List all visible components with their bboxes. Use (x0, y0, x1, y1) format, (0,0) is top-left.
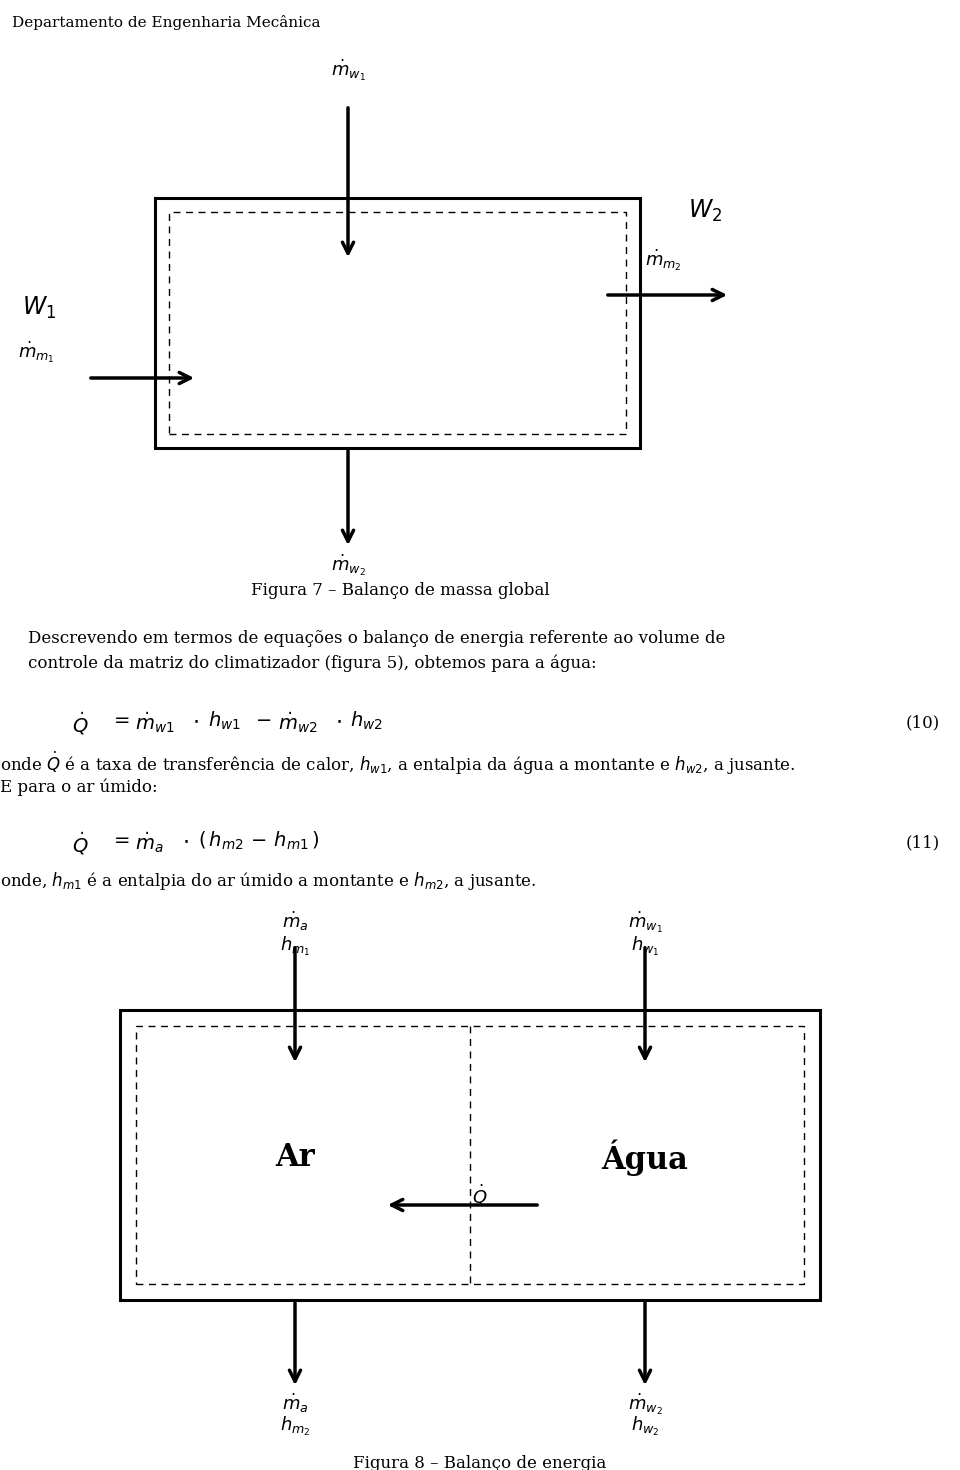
Text: (11): (11) (905, 833, 940, 851)
Text: $\dot{m}_{a}$: $\dot{m}_{a}$ (281, 910, 308, 933)
Bar (155, 198, 640, 448)
Text: onde $\dot{Q}$ é a taxa de transferência de calor, $h_{w1}$, a entalpia da água : onde $\dot{Q}$ é a taxa de transferência… (0, 750, 796, 778)
Text: $W_1$: $W_1$ (22, 295, 57, 322)
Text: $h_{m_2}$: $h_{m_2}$ (279, 1416, 310, 1438)
Text: $\dot{m}_{w1}$: $\dot{m}_{w1}$ (135, 710, 175, 735)
Text: E para o ar úmido:: E para o ar úmido: (0, 778, 157, 795)
Text: $\dot{m}_{w_1}$: $\dot{m}_{w_1}$ (330, 57, 366, 84)
Text: $\dot{m}_{m_2}$: $\dot{m}_{m_2}$ (645, 248, 682, 273)
Text: Água: Água (602, 1139, 688, 1176)
Text: $h_{w1}$: $h_{w1}$ (208, 710, 241, 732)
Text: $h_{m_1}$: $h_{m_1}$ (279, 935, 310, 958)
Text: $h_{w_2}$: $h_{w_2}$ (631, 1416, 660, 1438)
Text: onde, $h_{m1}$ é a entalpia do ar úmido a montante e $h_{m2}$, a jusante.: onde, $h_{m1}$ é a entalpia do ar úmido … (0, 870, 537, 892)
Bar (136, 1026, 804, 1283)
Text: $=$: $=$ (110, 710, 131, 728)
Text: $\dot{Q}$: $\dot{Q}$ (472, 1183, 488, 1208)
Text: Figura 7 – Balanço de massa global: Figura 7 – Balanço de massa global (251, 582, 549, 598)
Text: $\cdot$: $\cdot$ (192, 710, 199, 732)
Bar (120, 1010, 820, 1299)
Text: controle da matriz do climatizador (figura 5), obtemos para a água:: controle da matriz do climatizador (figu… (28, 654, 596, 672)
Text: $h_{w2}$: $h_{w2}$ (350, 710, 383, 732)
Text: $\dot{m}_{a}$: $\dot{m}_{a}$ (135, 831, 163, 856)
Text: Figura 8 – Balanço de energia: Figura 8 – Balanço de energia (353, 1455, 607, 1470)
Text: $=$: $=$ (110, 831, 131, 848)
Text: Descrevendo em termos de equações o balanço de energia referente ao volume de: Descrevendo em termos de equações o bala… (28, 631, 726, 647)
Text: $h_{w_1}$: $h_{w_1}$ (631, 935, 660, 958)
Bar (169, 212, 626, 434)
Text: $\dot{Q}$: $\dot{Q}$ (72, 710, 88, 736)
Text: $\cdot$: $\cdot$ (335, 710, 342, 732)
Text: $\dot{m}_{w2}$: $\dot{m}_{w2}$ (278, 710, 318, 735)
Text: $(\, h_{m2}\, -\, h_{m1}\, )$: $(\, h_{m2}\, -\, h_{m1}\, )$ (198, 831, 320, 853)
Text: $\cdot$: $\cdot$ (182, 831, 189, 853)
Text: $\dot{m}_{m_1}$: $\dot{m}_{m_1}$ (18, 340, 55, 366)
Text: $\dot{m}_{w_2}$: $\dot{m}_{w_2}$ (628, 1392, 662, 1417)
Text: $\dot{m}_{w_1}$: $\dot{m}_{w_1}$ (628, 910, 662, 935)
Text: $\dot{m}_{w_2}$: $\dot{m}_{w_2}$ (330, 553, 366, 578)
Text: (10): (10) (905, 714, 940, 731)
Text: Ar: Ar (276, 1142, 315, 1173)
Text: $W_2$: $W_2$ (688, 198, 722, 225)
Text: $\dot{m}_{a}$: $\dot{m}_{a}$ (281, 1392, 308, 1416)
Text: Departamento de Engenharia Mecânica: Departamento de Engenharia Mecânica (12, 15, 321, 29)
Text: $\dot{Q}$: $\dot{Q}$ (72, 831, 88, 857)
Text: $-$: $-$ (255, 710, 272, 728)
